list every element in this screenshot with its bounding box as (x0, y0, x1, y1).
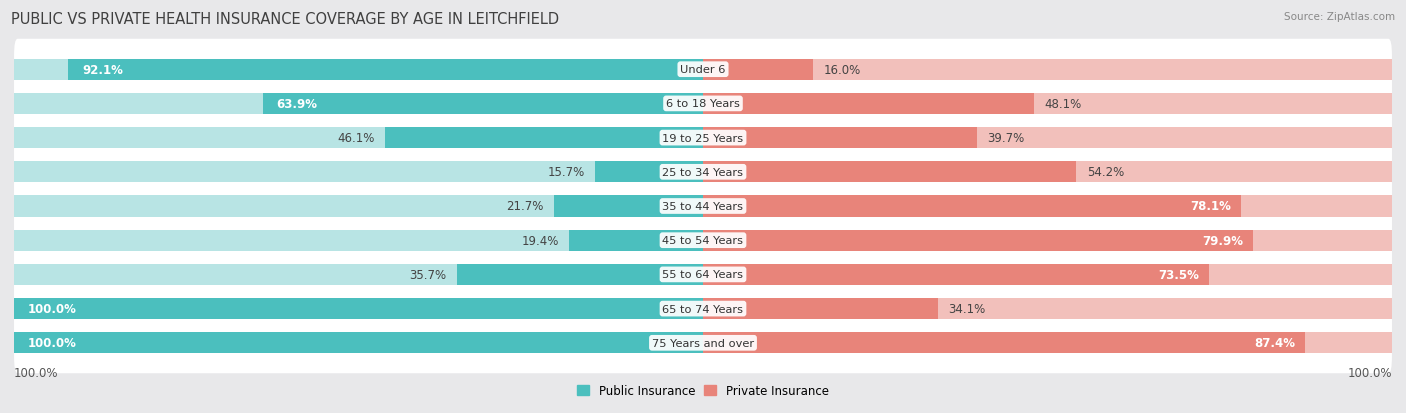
Bar (14, 230, 703, 251)
Bar (703, 332, 1392, 354)
Text: 46.1%: 46.1% (337, 132, 375, 145)
Bar (703, 94, 1035, 115)
Bar (703, 59, 1392, 81)
Text: 55 to 64 Years: 55 to 64 Years (662, 270, 744, 280)
Bar (14, 298, 703, 319)
Bar (703, 298, 1392, 319)
Bar (703, 128, 977, 149)
Bar (703, 230, 1254, 251)
Bar (14, 264, 703, 285)
FancyBboxPatch shape (14, 278, 1392, 339)
Text: 15.7%: 15.7% (547, 166, 585, 179)
Bar (703, 196, 1392, 217)
Bar (703, 162, 1392, 183)
Bar (69, 59, 703, 81)
Text: 34.1%: 34.1% (948, 302, 986, 316)
Bar (14, 128, 703, 149)
Text: 78.1%: 78.1% (1189, 200, 1230, 213)
FancyBboxPatch shape (14, 142, 1392, 203)
Bar (703, 128, 1392, 149)
Bar (14, 94, 703, 115)
FancyBboxPatch shape (14, 244, 1392, 305)
Text: 73.5%: 73.5% (1159, 268, 1199, 281)
Text: 39.7%: 39.7% (987, 132, 1024, 145)
Bar (595, 162, 703, 183)
Text: 100.0%: 100.0% (1347, 366, 1392, 379)
Text: 48.1%: 48.1% (1045, 97, 1083, 111)
Text: 75 Years and over: 75 Years and over (652, 338, 754, 348)
Bar (703, 162, 1077, 183)
Bar (703, 94, 1392, 115)
Text: 35.7%: 35.7% (409, 268, 447, 281)
Text: 100.0%: 100.0% (28, 337, 77, 349)
Bar (554, 196, 703, 217)
Bar (14, 332, 703, 354)
Bar (385, 128, 703, 149)
Text: Under 6: Under 6 (681, 65, 725, 75)
Bar (703, 230, 1392, 251)
Bar (703, 264, 1209, 285)
Text: 6 to 18 Years: 6 to 18 Years (666, 99, 740, 109)
Bar (457, 264, 703, 285)
FancyBboxPatch shape (14, 40, 1392, 100)
FancyBboxPatch shape (14, 74, 1392, 135)
Bar (263, 94, 703, 115)
Bar (14, 162, 703, 183)
Text: 87.4%: 87.4% (1254, 337, 1295, 349)
Text: 92.1%: 92.1% (83, 64, 124, 76)
Text: 19 to 25 Years: 19 to 25 Years (662, 133, 744, 143)
Text: 16.0%: 16.0% (824, 64, 860, 76)
Bar (703, 59, 813, 81)
Text: 54.2%: 54.2% (1087, 166, 1123, 179)
Bar (14, 332, 703, 354)
Text: 65 to 74 Years: 65 to 74 Years (662, 304, 744, 314)
Bar (569, 230, 703, 251)
Bar (14, 196, 703, 217)
Text: 19.4%: 19.4% (522, 234, 560, 247)
Text: 21.7%: 21.7% (506, 200, 543, 213)
Text: 100.0%: 100.0% (14, 366, 59, 379)
Text: Source: ZipAtlas.com: Source: ZipAtlas.com (1284, 12, 1395, 22)
FancyBboxPatch shape (14, 108, 1392, 169)
Bar (703, 298, 938, 319)
FancyBboxPatch shape (14, 210, 1392, 271)
Text: 45 to 54 Years: 45 to 54 Years (662, 236, 744, 246)
Text: 35 to 44 Years: 35 to 44 Years (662, 202, 744, 211)
Bar (703, 332, 1305, 354)
Bar (703, 196, 1241, 217)
Legend: Public Insurance, Private Insurance: Public Insurance, Private Insurance (572, 379, 834, 401)
Bar (14, 59, 703, 81)
Bar (703, 264, 1392, 285)
FancyBboxPatch shape (14, 313, 1392, 373)
Text: 63.9%: 63.9% (277, 97, 318, 111)
Text: 25 to 34 Years: 25 to 34 Years (662, 167, 744, 177)
Text: 79.9%: 79.9% (1202, 234, 1243, 247)
Text: 100.0%: 100.0% (28, 302, 77, 316)
FancyBboxPatch shape (14, 176, 1392, 237)
Bar (14, 298, 703, 319)
Text: PUBLIC VS PRIVATE HEALTH INSURANCE COVERAGE BY AGE IN LEITCHFIELD: PUBLIC VS PRIVATE HEALTH INSURANCE COVER… (11, 12, 560, 27)
